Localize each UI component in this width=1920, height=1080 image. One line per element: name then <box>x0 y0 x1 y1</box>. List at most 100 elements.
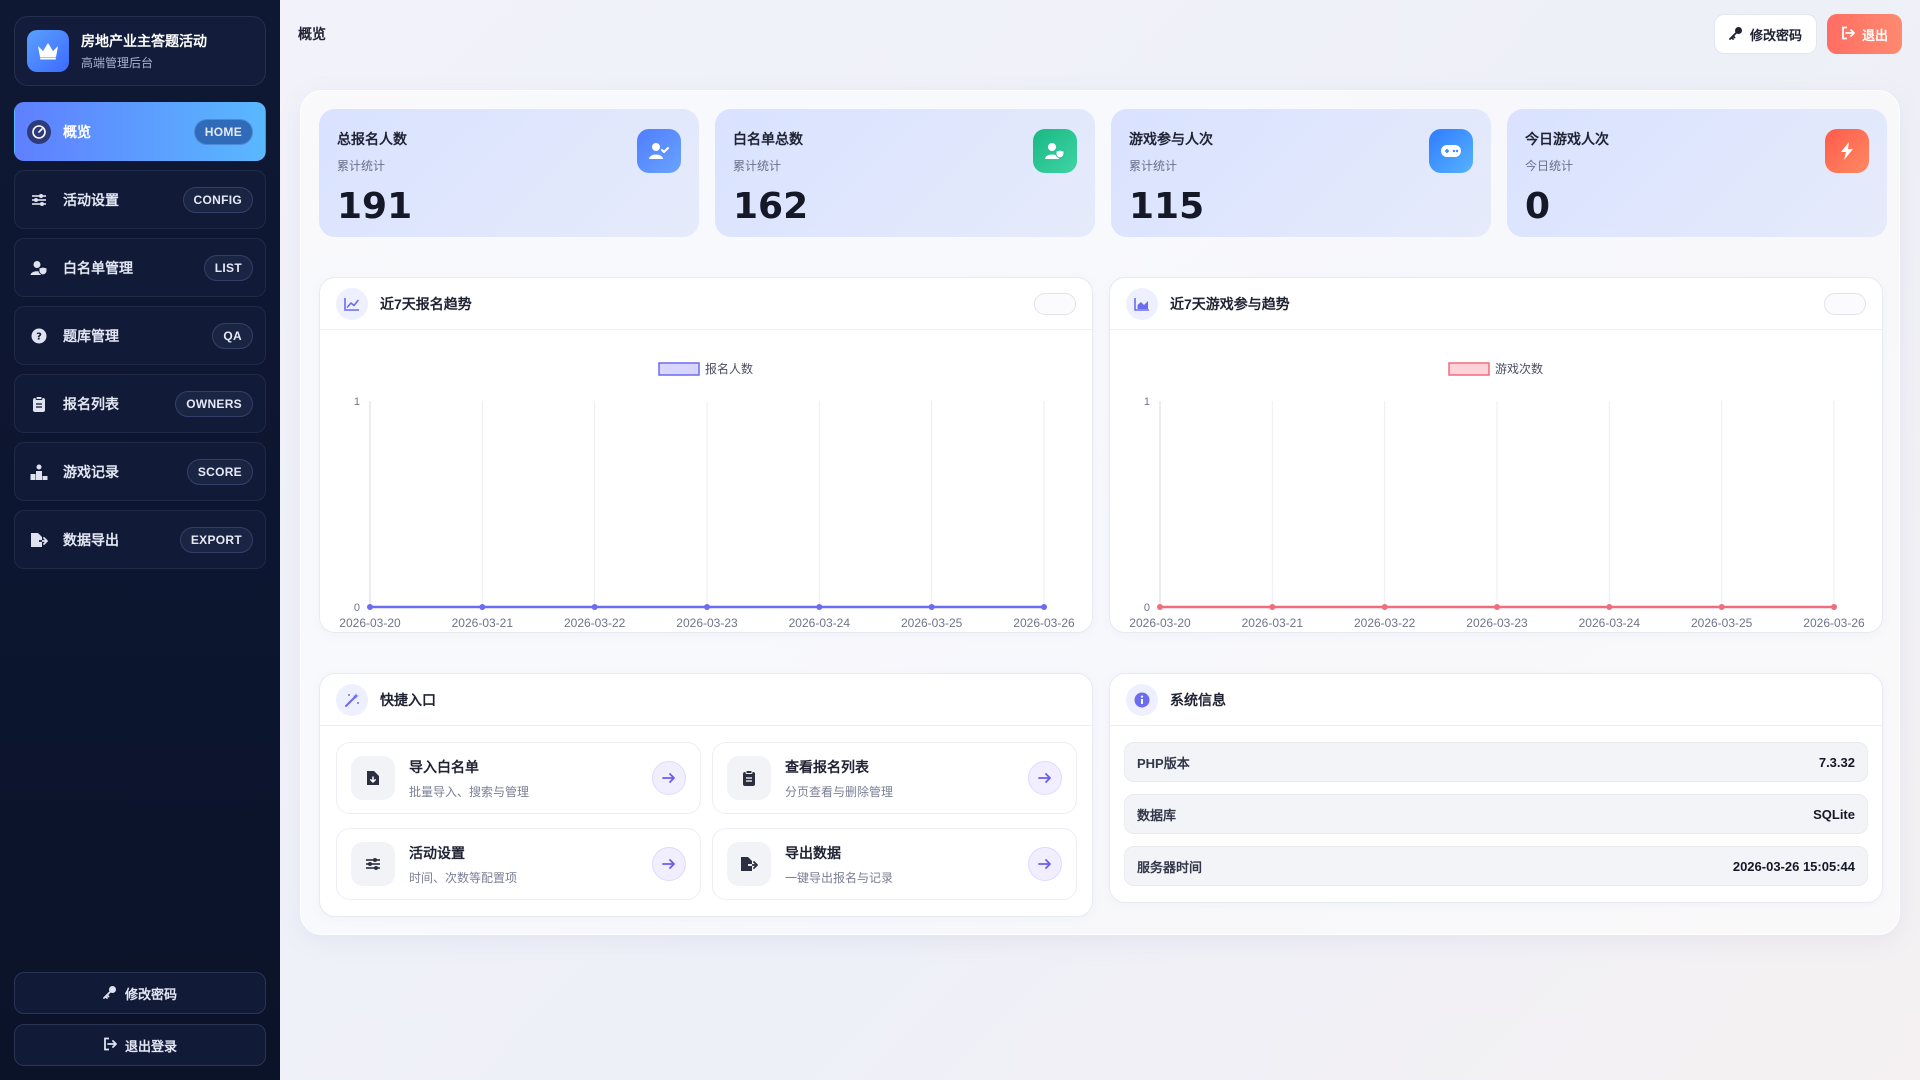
sidebar-item-badge: EXPORT <box>179 526 253 553</box>
info-row-database: 数据库 SQLite <box>1124 794 1868 834</box>
file-import-icon <box>351 756 395 800</box>
sidebar-item-activity-settings[interactable]: 活动设置 CONFIG <box>14 170 266 229</box>
info-icon <box>1126 683 1158 716</box>
arrow-right-icon[interactable] <box>652 761 686 795</box>
signup-trend-chart: 1 0 2026-03-20 2026-03-21 2026-03-22 2026-03-… <box>339 361 1075 630</box>
chart-legend: 游戏次数 <box>1448 361 1543 376</box>
stat-card-game-participations: 游戏参与人次 累计统计 115 <box>1111 109 1491 237</box>
info-key: 服务器时间 <box>1137 859 1203 875</box>
stat-value: 162 <box>733 186 809 227</box>
quick-title: 导出数据 <box>785 844 841 861</box>
sidebar-item-label: 概览 <box>63 123 91 140</box>
magic-wand-icon <box>336 683 368 716</box>
stat-card-total-signups: 总报名人数 累计统计 191 <box>319 109 699 237</box>
panel-title: 近7天报名趋势 <box>380 295 472 312</box>
sidebar-item-data-export[interactable]: 数据导出 EXPORT <box>14 510 266 569</box>
data-point <box>704 604 710 610</box>
quick-title: 查看报名列表 <box>785 758 869 775</box>
sidebar-item-whitelist[interactable]: 白名单管理 LIST <box>14 238 266 297</box>
panel-title: 系统信息 <box>1170 691 1226 708</box>
sidebar-change-password-label: 修改密码 <box>124 986 177 1002</box>
quick-title: 活动设置 <box>409 844 465 861</box>
sidebar-item-label: 活动设置 <box>63 191 119 208</box>
data-point <box>479 604 486 610</box>
x-tick-label: 2026-03-21 <box>1242 616 1304 630</box>
sidebar-item-game-records[interactable]: 游戏记录 SCORE <box>14 442 266 501</box>
stat-sub: 累计统计 <box>1129 159 1178 173</box>
sidebar-item-badge: QA <box>212 322 253 349</box>
stat-value: 115 <box>1129 186 1205 227</box>
sidebar-change-password-button[interactable]: 修改密码 <box>14 972 266 1014</box>
y-tick-label: 0 <box>1144 602 1150 614</box>
sliders-icon <box>351 842 395 886</box>
chart-toggle[interactable] <box>1824 292 1866 315</box>
x-tick-label: 2026-03-26 <box>1803 616 1865 630</box>
arrow-right-icon[interactable] <box>1028 847 1062 881</box>
question-circle-icon: ? <box>27 324 51 348</box>
clipboard-icon <box>727 756 771 800</box>
key-icon <box>103 985 117 1002</box>
x-tick-label: 2026-03-20 <box>339 616 401 630</box>
arrow-right-icon[interactable] <box>1028 761 1062 795</box>
x-tick-label: 2026-03-21 <box>452 616 514 630</box>
system-info-panel: 系统信息 PHP版本 7.3.32 数据库 SQLite 服务器时间 2026-… <box>1109 673 1883 903</box>
sidebar-item-badge: OWNERS <box>175 390 253 417</box>
x-tick-label: 2026-03-25 <box>1691 616 1753 630</box>
stat-label: 游戏参与人次 <box>1129 131 1213 147</box>
info-value: 7.3.32 <box>1818 754 1855 770</box>
chart-toggle[interactable] <box>1034 292 1076 315</box>
sidebar-logout-label: 退出登录 <box>124 1038 177 1054</box>
podium-icon <box>27 460 51 484</box>
data-point <box>1494 604 1500 610</box>
panel-title: 快捷入口 <box>380 691 436 708</box>
stat-label: 白名单总数 <box>733 131 803 147</box>
quick-export-data[interactable]: 导出数据 一键导出报名与记录 <box>712 828 1077 900</box>
stat-label: 今日游戏人次 <box>1525 131 1609 147</box>
gauge-icon <box>27 119 51 144</box>
stat-value: 191 <box>337 186 413 227</box>
arrow-right-icon[interactable] <box>652 847 686 881</box>
file-export-icon <box>27 528 51 552</box>
user-shield-icon <box>27 256 51 280</box>
sidebar-logout-button[interactable]: 退出登录 <box>14 1024 266 1066</box>
x-tick-label: 2026-03-26 <box>1013 616 1075 630</box>
sidebar-item-question-bank[interactable]: ? 题库管理 QA <box>14 306 266 365</box>
data-point <box>367 604 373 610</box>
sidebar: 房地产业主答题活动 高端管理后台 概览 HOME 活动设置 CONFIG 白名单… <box>0 0 280 1080</box>
quick-view-signup-list[interactable]: 查看报名列表 分页查看与删除管理 <box>712 742 1077 814</box>
info-value: 2026-03-26 15:05:44 <box>1732 858 1855 874</box>
quick-entry-panel: 快捷入口 导入白名单 批量导入、搜索与管理 查看报名列表 分页查看与删除管理 <box>319 673 1093 917</box>
quick-activity-settings[interactable]: 活动设置 时间、次数等配置项 <box>336 828 701 900</box>
sidebar-item-overview[interactable]: 概览 HOME <box>14 102 266 161</box>
x-tick-label: 2026-03-22 <box>564 616 626 630</box>
data-point <box>1157 604 1163 610</box>
logout-icon <box>1841 26 1855 43</box>
sidebar-item-signup-list[interactable]: 报名列表 OWNERS <box>14 374 266 433</box>
sidebar-item-badge: LIST <box>203 254 253 281</box>
sidebar-item-label: 游戏记录 <box>63 463 119 480</box>
stat-card-today-games: 今日游戏人次 今日统计 0 <box>1507 109 1887 237</box>
crown-icon <box>27 30 69 72</box>
panel-title: 近7天游戏参与趋势 <box>1170 295 1290 312</box>
logout-label: 退出 <box>1861 27 1888 43</box>
data-point <box>1831 604 1837 610</box>
legend-label: 游戏次数 <box>1495 361 1543 376</box>
change-password-label: 修改密码 <box>1749 27 1802 43</box>
user-check-icon <box>637 129 681 173</box>
x-tick-label: 2026-03-24 <box>789 616 851 630</box>
quick-import-whitelist[interactable]: 导入白名单 批量导入、搜索与管理 <box>336 742 701 814</box>
quick-desc: 时间、次数等配置项 <box>409 870 518 885</box>
sidebar-nav: 概览 HOME 活动设置 CONFIG 白名单管理 LIST ? 题库管理 QA <box>14 102 266 569</box>
quick-desc: 分页查看与删除管理 <box>785 784 894 799</box>
legend-swatch <box>1448 362 1490 376</box>
chart-line-icon <box>336 287 368 320</box>
x-tick-label: 2026-03-25 <box>901 616 963 630</box>
info-value: SQLite <box>1813 806 1855 822</box>
sliders-icon <box>27 188 51 212</box>
stat-card-whitelist: 白名单总数 累计统计 162 <box>715 109 1095 237</box>
logout-button[interactable]: 退出 <box>1826 14 1902 54</box>
chart-area-icon <box>1126 287 1158 320</box>
stat-label: 总报名人数 <box>337 131 407 147</box>
change-password-button[interactable]: 修改密码 <box>1713 14 1817 54</box>
sidebar-footer: 修改密码 退出登录 <box>14 972 266 1066</box>
